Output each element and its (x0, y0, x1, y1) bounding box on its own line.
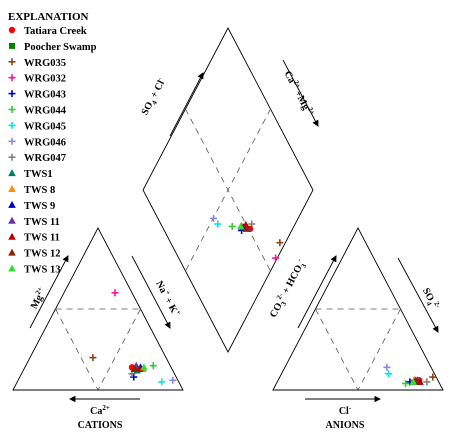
anions-dashed-line (357, 308, 401, 391)
legend-marker (8, 153, 16, 161)
diamond-point-tws-13 (236, 222, 245, 230)
legend-label: Tatiara Creek (24, 26, 87, 37)
diamond-field (142, 27, 314, 353)
diamond-right-arrow (282, 59, 319, 127)
anions-point-wrg045 (385, 370, 393, 378)
legend-marker (8, 232, 16, 240)
cations-point-wrg046 (169, 376, 177, 384)
anions-bottom-axis-label: Cl- (339, 404, 352, 417)
legend-label: WRG032 (24, 74, 66, 85)
legend-marker (8, 58, 16, 66)
diamond-dashed-line (185, 108, 271, 272)
diamond-point-tws-12 (242, 224, 251, 232)
anions-point-wrg044 (402, 380, 410, 388)
cations-point-tws-13 (140, 363, 148, 371)
anions-point-wrg046 (383, 363, 391, 371)
legend-label: TWS1 (24, 169, 53, 180)
anions-point-wrg035 (429, 373, 437, 381)
legend-marker (8, 90, 16, 98)
anions-right-arrow (397, 257, 439, 333)
cations-point-tws-12 (130, 364, 139, 372)
diamond-point-wrg035 (276, 239, 284, 247)
cations-point-wrg035 (89, 354, 97, 362)
diamond-point-wrg045 (214, 220, 222, 228)
legend-label: TWS 12 (24, 249, 60, 260)
cations-right-arrow (131, 255, 171, 329)
anions-bottom-arrow-head (374, 395, 382, 403)
cations-bottom-axis-label: Ca2+ (90, 404, 110, 417)
anions-right-arrow-head (432, 325, 439, 333)
legend-label: WRG035 (24, 58, 66, 69)
cations-left-arrow (29, 255, 69, 329)
diamond-point-wrg044 (228, 222, 236, 230)
cations-panel-title: CATIONS (78, 420, 123, 431)
cations-dashed-line (55, 308, 99, 391)
axis-arrows (29, 59, 439, 403)
anions-point-tws-13 (409, 377, 418, 385)
legend-marker (8, 137, 16, 145)
cations-point-wrg045 (158, 378, 166, 386)
legend-label: WRG043 (24, 90, 66, 101)
cations-point-wrg032 (111, 289, 119, 297)
legend-marker (8, 26, 16, 34)
legend-marker (8, 200, 16, 208)
legend-marker (8, 216, 16, 224)
legend-label: WRG045 (24, 121, 66, 132)
legend-label: WRG044 (24, 106, 67, 117)
inner-dashed-lines (55, 108, 401, 391)
legend-marker (8, 264, 16, 272)
cations-right-axis-label: Na+ + K+ (153, 278, 183, 318)
legend: EXPLANATION Tatiara Creek Poocher Swamp WR… (8, 11, 97, 276)
diamond-point-wrg046 (210, 214, 218, 222)
cations-bottom-arrow-head (68, 395, 76, 403)
diamond-left-arrow (169, 72, 204, 137)
anions-point-wrg047 (423, 378, 431, 386)
legend-marker (9, 42, 15, 49)
diamond-point-tws-11 (242, 220, 250, 228)
cations-dashed-line (97, 308, 141, 391)
cations-right-arrow-head (164, 321, 171, 329)
legend-label: TWS 11 (24, 217, 60, 228)
legend-label: TWS 11 (24, 233, 60, 244)
legend-marker (8, 248, 16, 256)
legend-marker (8, 106, 16, 113)
anions-left-arrow (297, 255, 337, 329)
svg-text:Na+ + K+: Na+ + K+ (153, 278, 183, 318)
anions-left-arrow-head (330, 255, 337, 263)
anions-panel-title: ANIONS (326, 420, 365, 431)
diamond-right-arrow-head (312, 119, 319, 127)
legend-label: TWS 13 (24, 265, 60, 276)
legend-label: Poocher Swamp (24, 42, 97, 53)
legend-label: WRG046 (24, 137, 66, 148)
legend-label: WRG047 (24, 153, 66, 164)
legend-label: TWS 8 (24, 185, 55, 196)
diamond-point-wrg032 (272, 254, 280, 262)
diamond-left-arrow-head (197, 72, 204, 80)
legend-marker (8, 121, 16, 129)
legend-label: TWS 9 (24, 201, 55, 212)
legend-marker (8, 185, 16, 192)
cations-point-wrg044 (149, 362, 157, 370)
data-points (89, 214, 437, 388)
legend-marker (8, 74, 16, 82)
legend-marker (8, 169, 16, 177)
cations-left-arrow-head (62, 255, 69, 263)
anions-dashed-line (315, 308, 359, 391)
legend-title: EXPLANATION (8, 11, 89, 23)
